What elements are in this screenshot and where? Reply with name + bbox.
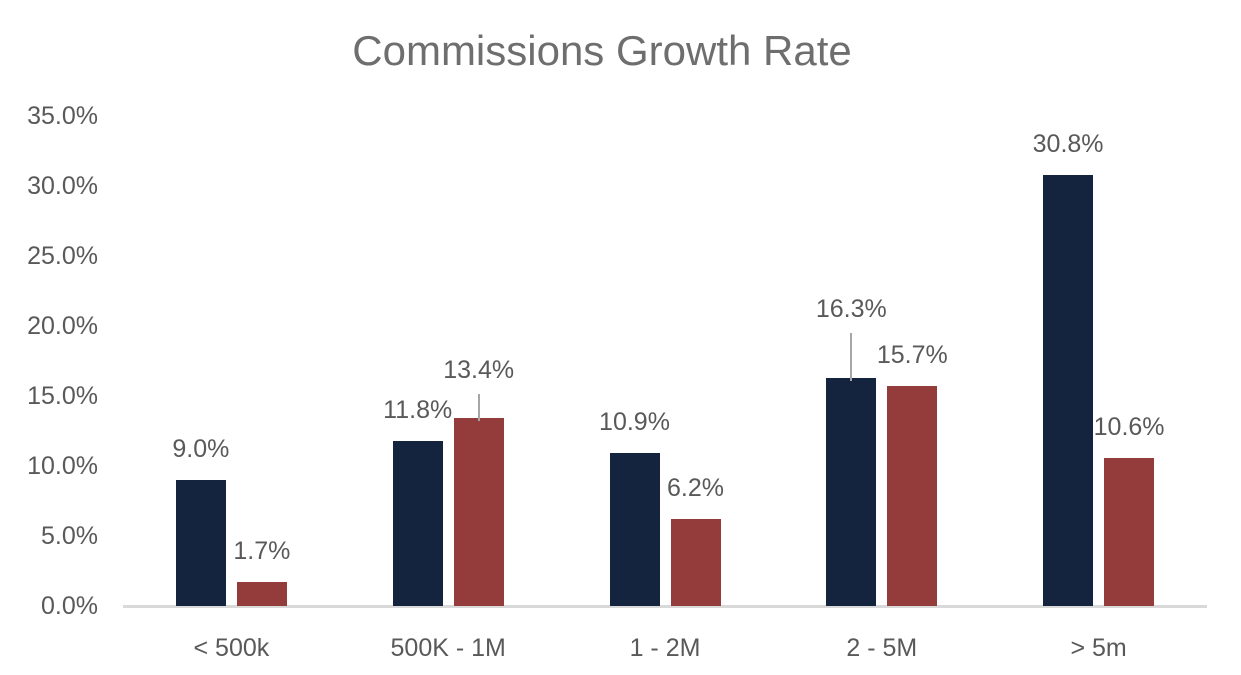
y-axis-tick-label: 35.0% <box>27 102 98 130</box>
data-label: 6.2% <box>667 474 724 502</box>
x-axis-category-label: 500K - 1M <box>390 634 506 662</box>
x-axis-line <box>123 605 1207 608</box>
bar-series1 <box>175 480 226 606</box>
leader-line <box>477 394 480 421</box>
data-label: 10.6% <box>1093 413 1165 441</box>
y-axis-tick-label: 5.0% <box>41 522 98 550</box>
bar-series2 <box>1104 458 1155 606</box>
bar-series2 <box>887 386 938 606</box>
bar-series1 <box>392 441 443 606</box>
y-axis-tick-label: 15.0% <box>27 382 98 410</box>
data-label: 9.0% <box>172 435 230 463</box>
y-axis-tick-label: 20.0% <box>27 312 98 340</box>
y-axis-tick-label: 0.0% <box>41 592 98 620</box>
bar-series2 <box>453 418 504 606</box>
y-axis-tick-label: 25.0% <box>27 242 98 270</box>
data-label: 11.8% <box>383 396 453 424</box>
data-label: 13.4% <box>443 356 515 384</box>
x-axis-category-label: 1 - 2M <box>629 634 701 662</box>
x-axis-category-label: > 5m <box>1070 634 1127 662</box>
bar-series1 <box>609 453 660 606</box>
x-axis-category-label: 2 - 5M <box>846 634 918 662</box>
bar-series1 <box>1043 175 1094 606</box>
x-axis-category-label: < 500k <box>193 634 270 662</box>
data-label: 30.8% <box>1032 130 1104 158</box>
bar-series2 <box>236 582 287 606</box>
bar-series1 <box>826 378 877 606</box>
data-label: 1.7% <box>233 537 291 565</box>
leader-line <box>850 333 853 381</box>
data-label: 15.7% <box>876 341 948 369</box>
y-axis-tick-label: 10.0% <box>27 452 98 480</box>
chart-title: Commissions Growth Rate <box>352 27 852 74</box>
y-axis-tick-label: 30.0% <box>27 172 98 200</box>
data-label: 16.3% <box>815 295 887 323</box>
bar-series2 <box>670 519 721 606</box>
data-label: 10.9% <box>599 408 670 436</box>
